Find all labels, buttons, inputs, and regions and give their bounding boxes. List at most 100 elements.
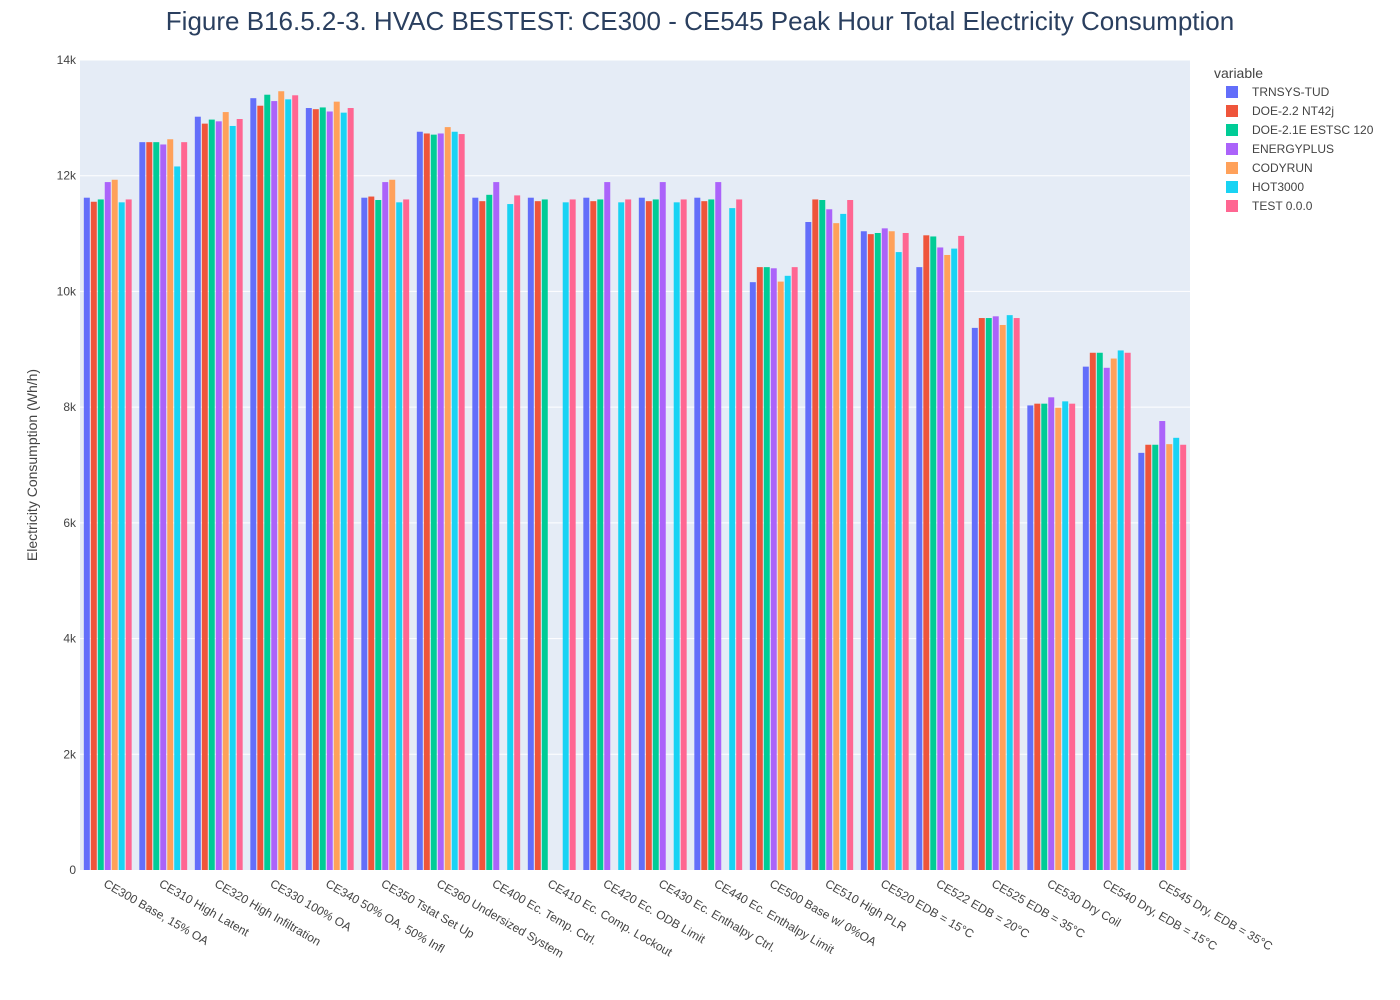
bar xyxy=(174,166,181,870)
bar xyxy=(507,204,514,870)
legend-item[interactable]: TEST 0.0.0 xyxy=(1226,199,1313,213)
bar xyxy=(715,182,722,870)
bar xyxy=(562,202,569,870)
bar xyxy=(826,209,833,870)
legend-item[interactable]: DOE-2.2 NT42j xyxy=(1226,104,1334,118)
bar xyxy=(1173,437,1180,870)
bar xyxy=(701,201,708,871)
bar xyxy=(541,199,548,870)
bar xyxy=(451,131,458,871)
bar xyxy=(153,142,160,870)
bar xyxy=(583,197,590,870)
legend-item[interactable]: HOT3000 xyxy=(1226,180,1304,194)
bar xyxy=(375,200,382,870)
legend-item[interactable]: CODYRUN xyxy=(1226,161,1313,175)
bar xyxy=(333,101,340,870)
y-tick-label: 10k xyxy=(57,284,77,298)
legend-swatch xyxy=(1226,105,1238,117)
y-tick-label: 4k xyxy=(63,632,77,646)
bar xyxy=(236,119,243,870)
bar xyxy=(784,275,791,870)
bar xyxy=(1110,358,1117,870)
bar xyxy=(971,327,978,870)
bar xyxy=(250,98,257,870)
legend-label: DOE-2.2 NT42j xyxy=(1252,104,1334,118)
bar xyxy=(569,199,576,870)
y-axis-title: Electricity Consumption (Wh/h) xyxy=(24,369,40,561)
bar xyxy=(118,202,125,870)
x-tick-label: CE525 EDB = 35°C xyxy=(989,876,1087,941)
x-tick-label: CE522 EDB = 20°C xyxy=(934,876,1032,941)
bar xyxy=(895,252,902,871)
y-tick-label: 2k xyxy=(63,747,77,761)
bar xyxy=(403,199,410,870)
bar xyxy=(222,112,229,870)
bar xyxy=(90,201,97,870)
bar xyxy=(444,127,451,871)
bar xyxy=(791,267,798,870)
bar xyxy=(867,234,874,870)
legend-item[interactable]: ENERGYPLUS xyxy=(1226,142,1334,156)
bar xyxy=(597,199,604,870)
bar xyxy=(472,197,479,870)
legend-label: CODYRUN xyxy=(1252,161,1313,175)
bar xyxy=(271,101,278,870)
bar xyxy=(104,182,111,870)
bar xyxy=(756,267,763,870)
legend-item[interactable]: TRNSYS-TUD xyxy=(1226,85,1330,99)
bar xyxy=(958,235,965,870)
bar xyxy=(625,199,632,870)
bar xyxy=(347,108,354,870)
bar xyxy=(694,197,701,870)
bar xyxy=(486,194,493,870)
bar xyxy=(312,109,319,871)
legend-label: DOE-2.1E ESTSC 120 xyxy=(1252,123,1374,137)
bar xyxy=(479,201,486,871)
legend-label: TRNSYS-TUD xyxy=(1252,85,1330,99)
bar xyxy=(923,235,930,870)
bar xyxy=(264,94,271,870)
bar xyxy=(860,231,867,870)
bar xyxy=(1180,444,1187,870)
bar xyxy=(278,91,285,871)
bar xyxy=(167,139,174,870)
bar xyxy=(1138,452,1145,870)
plot-area xyxy=(80,60,1190,870)
y-tick-label: 0 xyxy=(69,863,76,877)
legend-label: HOT3000 xyxy=(1252,180,1304,194)
bar xyxy=(985,318,992,870)
bar xyxy=(951,248,958,871)
bar xyxy=(992,316,999,870)
bar xyxy=(292,95,299,871)
bar xyxy=(215,121,222,870)
bar xyxy=(396,202,403,870)
bar xyxy=(1027,405,1034,870)
bar xyxy=(423,133,430,871)
bar xyxy=(493,182,500,870)
bar xyxy=(1048,397,1055,870)
bar xyxy=(430,134,437,870)
bar xyxy=(645,201,652,871)
bar xyxy=(527,197,534,870)
bar xyxy=(514,195,521,870)
bar xyxy=(1082,366,1089,870)
bar xyxy=(257,105,264,870)
bar xyxy=(1069,403,1076,870)
legend-swatch xyxy=(1226,124,1238,136)
y-tick-label: 8k xyxy=(63,400,77,414)
legend-item[interactable]: DOE-2.1E ESTSC 120 xyxy=(1226,123,1374,137)
bar xyxy=(999,324,1006,870)
bar xyxy=(340,112,347,870)
bar xyxy=(749,282,756,870)
x-tick-label: CE350 Tstat Set Up xyxy=(379,876,477,941)
bar xyxy=(1103,367,1110,870)
y-axis-ticks: 0 2k 4k 6k 8k 10k 12k 14k xyxy=(57,53,77,877)
bar xyxy=(1117,350,1124,870)
bar xyxy=(1013,318,1020,870)
bar xyxy=(1152,444,1159,870)
bar xyxy=(201,123,208,870)
bar xyxy=(1089,352,1096,870)
legend-label: ENERGYPLUS xyxy=(1252,142,1334,156)
bar xyxy=(833,223,840,870)
legend-swatch xyxy=(1226,200,1238,212)
